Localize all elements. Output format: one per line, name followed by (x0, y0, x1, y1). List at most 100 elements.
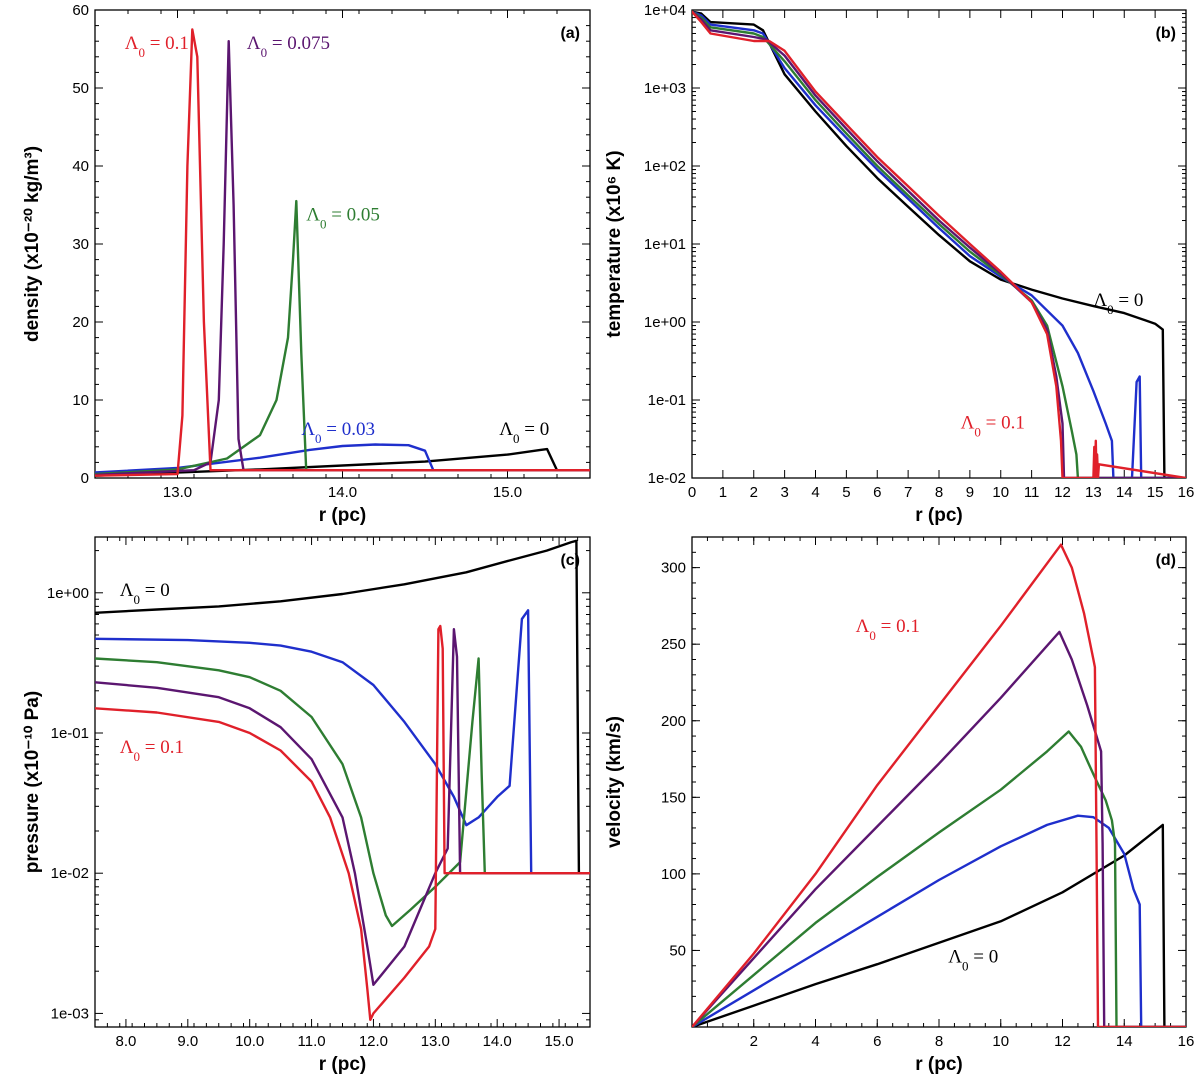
x-tick-label: 7 (904, 484, 912, 501)
x-tick-label: 15.0 (493, 484, 522, 501)
x-tick-label: 2 (750, 484, 758, 501)
panel-temperature: 0 1 2 3 4 5 6 7 8 9 10 11 12 13 14 15 161e-021e-011e+001… (604, 2, 1194, 526)
series-line-00.03 (95, 443, 590, 474)
panel-label: (d) (1156, 552, 1176, 569)
y-tick-label: 1e-02 (51, 865, 89, 882)
x-tick-label: 6 (873, 1033, 881, 1050)
series-line-00.1 (692, 543, 1186, 1027)
x-tick-label: 10 (992, 484, 1009, 501)
y-axis-title: density (x10⁻²⁰ kg/m³) (22, 146, 43, 342)
y-tick-label: 200 (661, 713, 686, 730)
x-tick-label: 9.0 (177, 1033, 198, 1050)
x-tick-label: 13.0 (421, 1033, 450, 1050)
x-tick-label: 14.0 (328, 484, 357, 501)
x-axis-title: r (pc) (915, 505, 963, 526)
y-tick-label: 10 (72, 392, 89, 409)
series-annotation: Λ0 = 0.05 (306, 205, 380, 232)
series-group (95, 28, 590, 477)
y-tick-label: 40 (72, 158, 89, 175)
series-line-00.075 (692, 10, 1186, 478)
x-tick-label: 13 (1085, 484, 1102, 501)
x-axis-title: r (pc) (319, 505, 367, 526)
y-tick-label: 1e+03 (644, 80, 686, 97)
axes-frame (94, 536, 591, 1028)
x-tick-label: 8.0 (116, 1033, 137, 1050)
series-line-00 (95, 447, 590, 477)
x-tick-label: 16 (1178, 1033, 1195, 1050)
x-tick-label: 12 (1054, 484, 1071, 501)
panel-pressure: 8.0 9.0 10.0 11.0 12.0 13.0 14.0 15.0 1e-03 1e-02… (22, 536, 591, 1075)
x-tick-label: 10.0 (235, 1033, 264, 1050)
y-tick-label: 1e-01 (51, 725, 89, 742)
y-tick-label: 50 (72, 80, 89, 97)
series-line-00.03 (692, 10, 1186, 478)
series-annotation: Λ0 = 0 (120, 580, 170, 607)
y-tick-label: 50 (669, 942, 686, 959)
x-tick-label: 4 (811, 1033, 819, 1050)
y-tick-label: 60 (72, 2, 89, 19)
series-annotation: Λ0 = 0.075 (247, 33, 330, 60)
x-tick-label: 14 (1116, 484, 1133, 501)
x-tick-label: 9 (966, 484, 974, 501)
x-axis-title: r (pc) (319, 1054, 367, 1075)
x-tick-label: 8 (935, 484, 943, 501)
series-line-00 (692, 823, 1186, 1027)
y-tick-label: 100 (661, 866, 686, 883)
panel-label: (b) (1156, 25, 1176, 42)
x-tick-label: 6 (873, 484, 881, 501)
x-tick-label: 3 (780, 484, 788, 501)
y-tick-label: 1e-03 (51, 1005, 89, 1022)
y-tick-label: 20 (72, 314, 89, 331)
series-group (692, 10, 1186, 478)
y-tick-label: 1e-02 (648, 470, 686, 487)
series-line-00.05 (95, 657, 590, 928)
series-line-00.075 (95, 628, 590, 986)
series-line-00.075 (95, 40, 590, 477)
series-line-00.05 (692, 730, 1186, 1027)
x-tick-label: 0 (688, 484, 696, 501)
axes-frame (691, 536, 1187, 1028)
series-annotation: Λ0 = 0.03 (301, 419, 375, 446)
x-tick-label: 8 (935, 1033, 943, 1050)
y-tick-label: 1e+00 (644, 314, 686, 331)
series-line-00.1 (95, 624, 590, 1021)
x-tick-label: 15.0 (544, 1033, 573, 1050)
x-tick-label: 14.0 (483, 1033, 512, 1050)
panel-label: (c) (560, 552, 580, 569)
series-line-00 (692, 10, 1186, 478)
y-axis-title: velocity (km/s) (604, 716, 625, 848)
x-tick-label: 16 (1178, 484, 1195, 501)
panel-label: (a) (560, 25, 580, 42)
x-tick-label: 13.0 (163, 484, 192, 501)
y-tick-label: 1e+00 (47, 585, 89, 602)
y-tick-label: 150 (661, 789, 686, 806)
y-tick-label: 1e+04 (644, 2, 686, 19)
x-tick-label: 12 (1054, 1033, 1071, 1050)
y-tick-label: 1e+01 (644, 236, 686, 253)
axes-frame (94, 9, 591, 479)
series-annotation: Λ0 = 0 (948, 947, 998, 974)
axes-frame (691, 9, 1187, 479)
y-tick-label: 300 (661, 560, 686, 577)
series-annotation: Λ0 = 0 (499, 419, 549, 446)
panel-velocity: 2 4 6 8 10 12 14 16 50 100 150 200 250 300 Λ0 = 0.1 Λ0 … (604, 536, 1195, 1075)
x-tick-label: 12.0 (359, 1033, 388, 1050)
y-tick-label: 30 (72, 236, 89, 253)
x-tick-label: 11 (1024, 484, 1040, 501)
series-line-00 (95, 539, 590, 875)
series-annotation: Λ0 = 0.1 (856, 616, 920, 643)
y-axis-title: temperature (x10⁶ K) (604, 150, 625, 337)
x-tick-label: 4 (811, 484, 819, 501)
x-axis-title: r (pc) (915, 1054, 963, 1075)
series-line-00.1 (95, 28, 590, 477)
y-tick-label: 250 (661, 636, 686, 653)
series-group (692, 543, 1186, 1027)
x-tick-label: 14 (1116, 1033, 1133, 1050)
y-tick-label: 1e-01 (648, 392, 686, 409)
series-line-00.1 (692, 10, 1186, 478)
series-line-00.05 (692, 10, 1186, 478)
y-axis-title: pressure (x10⁻¹⁰ Pa) (22, 691, 43, 873)
x-tick-label: 2 (750, 1033, 758, 1050)
series-line-00.03 (692, 814, 1186, 1027)
x-tick-label: 5 (842, 484, 850, 501)
